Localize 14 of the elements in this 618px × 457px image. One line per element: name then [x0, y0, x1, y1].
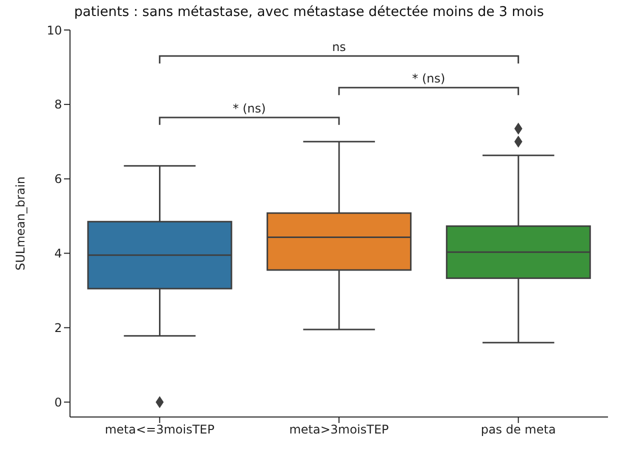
- y-tick-label: 0: [54, 395, 62, 410]
- x-tick-label: pas de meta: [480, 422, 556, 437]
- annotation: * (ns): [412, 72, 446, 86]
- y-tick-label: 2: [54, 320, 62, 335]
- y-tick-label: 4: [54, 246, 62, 261]
- annotation: ns: [332, 40, 346, 54]
- annotation: * (ns): [232, 101, 266, 116]
- y-tick-label: 6: [54, 172, 62, 186]
- x-tick-label: meta<=3moisTEP: [104, 422, 214, 437]
- chart-title: patients : sans métastase, avec métastase détectée moins de 3 mois: [73, 4, 545, 20]
- y-axis-title: SULmean_brain: [13, 176, 28, 270]
- y-tick-label: 10: [46, 23, 62, 38]
- y-tick-label: 8: [54, 98, 62, 112]
- x-tick-label: meta>3moisTEP: [289, 422, 389, 437]
